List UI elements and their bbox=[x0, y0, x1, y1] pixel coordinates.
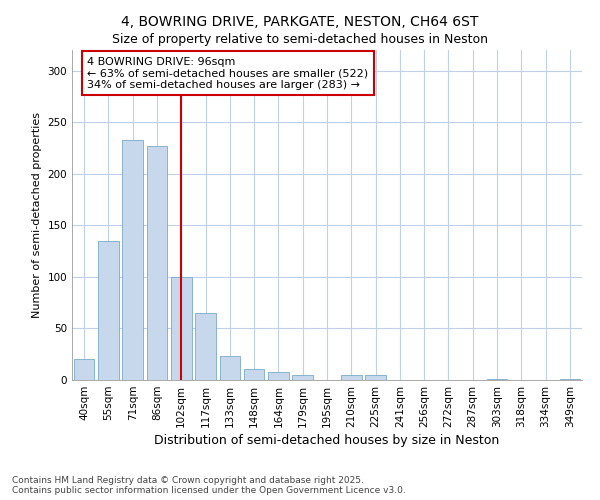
Bar bbox=[244, 368, 265, 380]
Text: Contains HM Land Registry data © Crown copyright and database right 2025.
Contai: Contains HM Land Registry data © Crown c… bbox=[12, 476, 406, 495]
Bar bbox=[341, 375, 362, 380]
Bar bbox=[146, 146, 167, 380]
Bar bbox=[365, 375, 386, 380]
Text: Size of property relative to semi-detached houses in Neston: Size of property relative to semi-detach… bbox=[112, 32, 488, 46]
Bar bbox=[560, 379, 580, 380]
Bar bbox=[268, 372, 289, 380]
Bar bbox=[171, 277, 191, 380]
Bar bbox=[74, 360, 94, 380]
X-axis label: Distribution of semi-detached houses by size in Neston: Distribution of semi-detached houses by … bbox=[154, 434, 500, 447]
Bar bbox=[98, 241, 119, 380]
Text: 4, BOWRING DRIVE, PARKGATE, NESTON, CH64 6ST: 4, BOWRING DRIVE, PARKGATE, NESTON, CH64… bbox=[121, 15, 479, 29]
Y-axis label: Number of semi-detached properties: Number of semi-detached properties bbox=[32, 112, 42, 318]
Bar bbox=[122, 140, 143, 380]
Text: 4 BOWRING DRIVE: 96sqm
← 63% of semi-detached houses are smaller (522)
34% of se: 4 BOWRING DRIVE: 96sqm ← 63% of semi-det… bbox=[88, 56, 368, 90]
Bar bbox=[292, 375, 313, 380]
Bar bbox=[195, 313, 216, 380]
Bar bbox=[487, 379, 508, 380]
Bar bbox=[220, 356, 240, 380]
